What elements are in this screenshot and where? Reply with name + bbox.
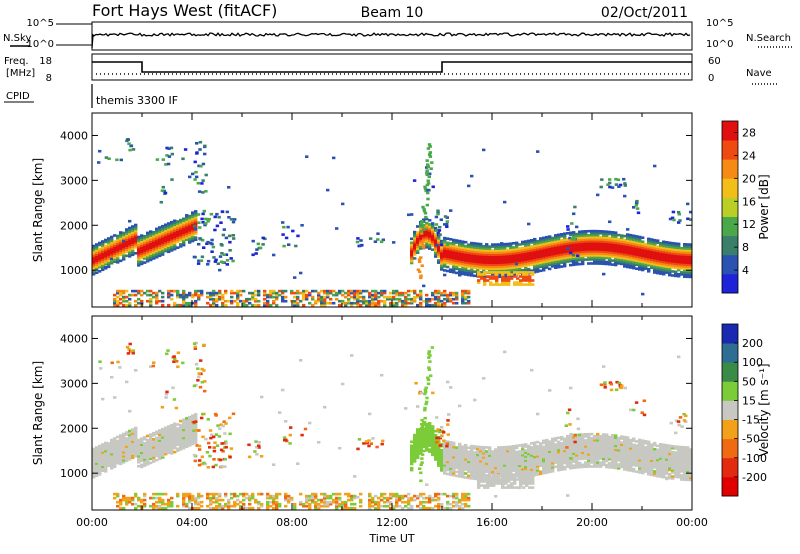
- x-axis-label: Time UT: [368, 532, 414, 545]
- date-title: 02/Oct/2011: [601, 5, 688, 21]
- freq-tick-top: 18: [39, 56, 52, 67]
- xtick-label: 04:00: [176, 516, 208, 529]
- velocity-colorbar-label: -100: [742, 452, 767, 465]
- power-colorbar-frame: [721, 120, 739, 294]
- power-colorbar-segment: [722, 235, 738, 256]
- xtick-label: 08:00: [276, 516, 308, 529]
- power-ytick-label: 3000: [60, 174, 88, 187]
- xtick-label: 20:00: [576, 516, 608, 529]
- velocity-colorbar-segment: [722, 457, 738, 478]
- velocity-colorbar-label: -50: [742, 433, 760, 446]
- power-ytick-label: 2000: [60, 219, 88, 232]
- nsky-label: N.Sky: [3, 33, 31, 44]
- xtick-label: 00:00: [676, 516, 708, 529]
- velocity-colorbar-frame: [721, 323, 739, 497]
- cpid-value: themis 3300 IF: [96, 94, 178, 107]
- xtick-label: 12:00: [376, 516, 408, 529]
- radar-title: Fort Hays West (fitACF): [92, 1, 277, 20]
- velocity-ytick-label: 3000: [60, 377, 88, 390]
- velocity-colorbar-segment: [722, 324, 738, 344]
- power-colorbar-label: 24: [742, 149, 756, 162]
- freq-label: Freq.: [4, 56, 29, 67]
- power-colorbar-segment: [722, 159, 738, 179]
- power-colorbar-label: 8: [742, 241, 749, 254]
- nsky-panel: [91, 21, 693, 51]
- velocity-colorbar-segment: [722, 476, 738, 497]
- power-colorbar-segment: [722, 121, 738, 141]
- power-colorbar-label: 16: [742, 195, 756, 208]
- velocity-ytick-label: 4000: [60, 332, 88, 345]
- power-colorbar-segment: [722, 140, 738, 160]
- power-colorbar-label: 4: [742, 264, 749, 277]
- velocity-colorbar-segment: [722, 400, 738, 420]
- velocity-colorbar-label: 50: [742, 375, 756, 388]
- count-tick-bottom-right: 10^0: [706, 39, 733, 50]
- count-tick-top-right: 10^5: [706, 18, 733, 29]
- nave-label: Nave: [746, 68, 772, 79]
- nave-tick-bottom: 0: [708, 73, 714, 84]
- power-colorbar-title: Power [dB]: [757, 174, 771, 239]
- power-colorbar-segment: [722, 178, 738, 198]
- velocity-frame: [91, 315, 693, 511]
- velocity-colorbar-segment: [722, 343, 738, 363]
- freq-unit: [MHz]: [6, 68, 35, 79]
- nsky-trace: [91, 32, 691, 49]
- count-tick-top: 10^5: [27, 18, 54, 29]
- power-colorbar-label: 28: [742, 126, 756, 139]
- freq-tick-bottom: 8: [46, 73, 52, 84]
- velocity-colorbar-label: 200: [742, 337, 763, 350]
- power-colorbar-segment: [722, 273, 738, 294]
- velocity-colorbar-label: -15: [742, 414, 760, 427]
- velocity-ytick-label: 2000: [60, 422, 88, 435]
- power-colorbar-label: 20: [742, 172, 756, 185]
- power-colorbar-label: 12: [742, 218, 756, 231]
- velocity-colorbar-label: -200: [742, 471, 767, 484]
- count-tick-bottom: 10^0: [27, 39, 54, 50]
- velocity-colorbar-segment: [722, 362, 738, 382]
- power-ytick-label: 4000: [60, 129, 88, 142]
- velocity-colorbar-label: 15: [742, 394, 756, 407]
- nave-tick-top: 60: [708, 56, 721, 67]
- xtick-label: 00:00: [76, 516, 108, 529]
- velocity-colorbar-segment: [722, 419, 738, 440]
- power-colorbar-segment: [722, 197, 738, 217]
- xtick-label: 16:00: [476, 516, 508, 529]
- cpid-label: CPID: [6, 91, 30, 102]
- power-ylabel: Slant Range [km]: [31, 158, 45, 262]
- power-ytick-label: 1000: [60, 264, 88, 277]
- nsearch-label: N.Search: [746, 33, 791, 44]
- velocity-ytick-label: 1000: [60, 467, 88, 480]
- power-frame: [91, 112, 693, 308]
- velocity-colorbar-title: Velocity [m s⁻¹]: [757, 363, 771, 456]
- freq-trace: [92, 61, 692, 73]
- freq-panel: [91, 53, 693, 81]
- power-colorbar-segment: [722, 254, 738, 275]
- velocity-colorbar-segment: [722, 381, 738, 401]
- power-colorbar-segment: [722, 216, 738, 237]
- velocity-colorbar-segment: [722, 438, 738, 459]
- beam-title: Beam 10: [361, 5, 424, 21]
- velocity-cells: [92, 341, 693, 510]
- velocity-ylabel: Slant Range [km]: [31, 361, 45, 465]
- power-cells: [92, 138, 693, 307]
- velocity-colorbar-label: 100: [742, 356, 763, 369]
